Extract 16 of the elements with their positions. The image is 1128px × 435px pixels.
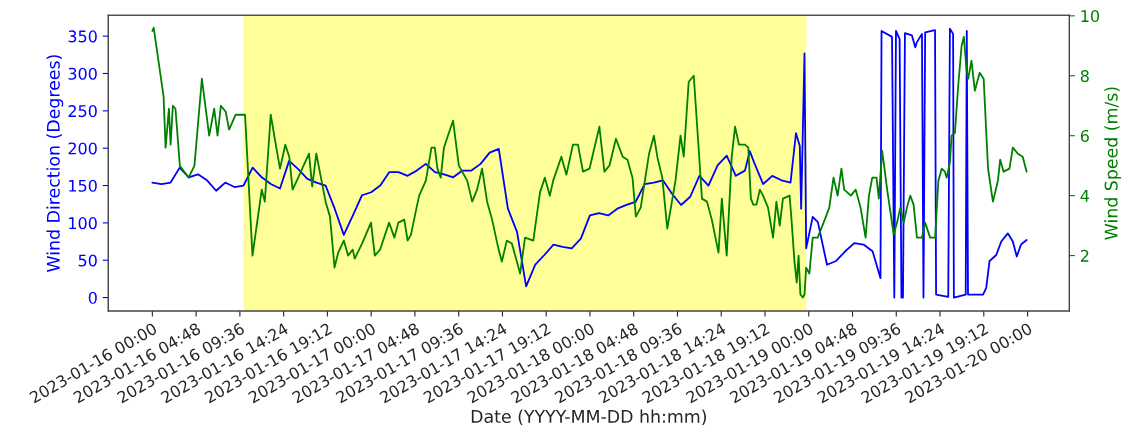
y2-tick-label: 6 <box>1080 129 1089 142</box>
y-tick-label: 250 <box>68 105 97 118</box>
y-tick-label: 100 <box>69 217 97 230</box>
y-tick-label: 200 <box>68 142 97 155</box>
x-axis-title: Date (YYYY-MM-DD hh:mm) <box>471 409 706 426</box>
y-tick-label: 150 <box>69 179 97 192</box>
y2-tick-label: 4 <box>1080 190 1090 202</box>
y-tick-label: 300 <box>68 67 97 80</box>
y2-axis-title: Wind Speed (m/s) <box>1104 87 1122 240</box>
y-tick-label: 350 <box>68 30 97 43</box>
y-axis-title: Wind Direction (Degrees) <box>46 55 64 272</box>
y2-tick-label: 8 <box>1080 69 1089 83</box>
y2-tick-label: 2 <box>1080 249 1089 262</box>
y-tick-label: 0 <box>88 291 97 304</box>
y2-tick-label: 10 <box>1081 10 1100 23</box>
y-tick-label: 50 <box>78 254 97 267</box>
